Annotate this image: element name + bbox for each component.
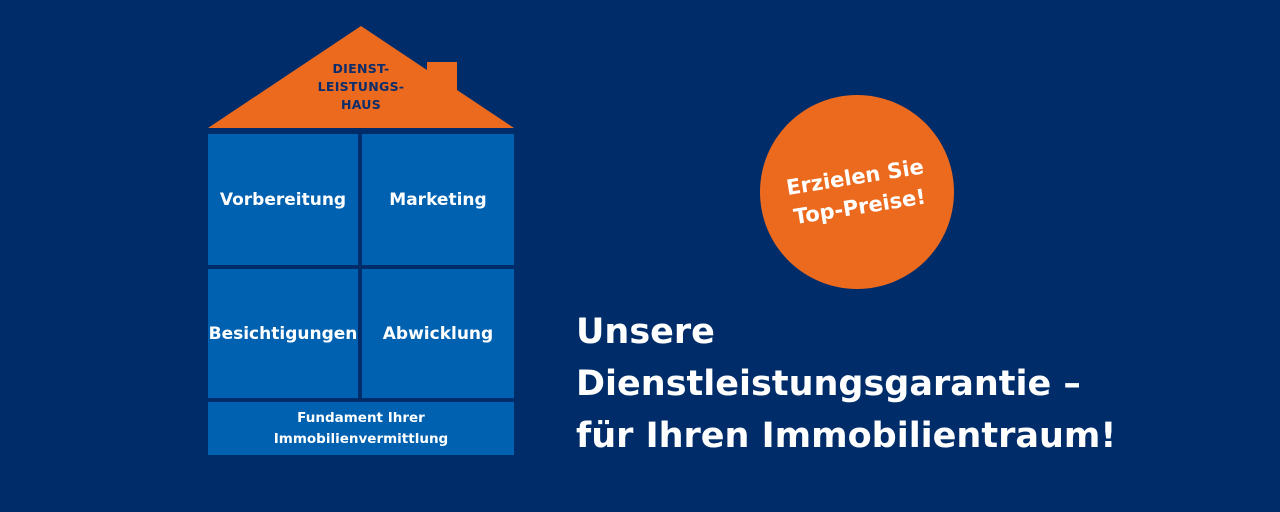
service-house-graphic: DIENST- LEISTUNGS- HAUS Vorbereitung Mar… xyxy=(208,24,514,456)
headline-line-3: für Ihren Immobilientraum! xyxy=(576,416,1117,456)
headline: Unsere Dienstleistungsgarantie – für Ihr… xyxy=(576,306,1216,462)
room-marketing: Marketing xyxy=(362,134,514,265)
roof-label: DIENST- LEISTUNGS- HAUS xyxy=(317,61,405,112)
foundation-block: Fundament Ihrer Immobilienvermittlung xyxy=(208,402,514,455)
room-vorbereitung: Vorbereitung xyxy=(208,134,358,265)
headline-line-1: Unsere xyxy=(576,312,715,352)
room-besichtigungen: Besichtigungen xyxy=(208,269,358,398)
roof-icon xyxy=(208,26,514,128)
badge-text: Erzielen Sie Top-Preise! xyxy=(784,154,927,230)
room-abwicklung: Abwicklung xyxy=(362,269,514,398)
headline-line-2: Dienstleistungsgarantie – xyxy=(576,364,1081,404)
price-badge: Erzielen Sie Top-Preise! xyxy=(760,95,954,289)
